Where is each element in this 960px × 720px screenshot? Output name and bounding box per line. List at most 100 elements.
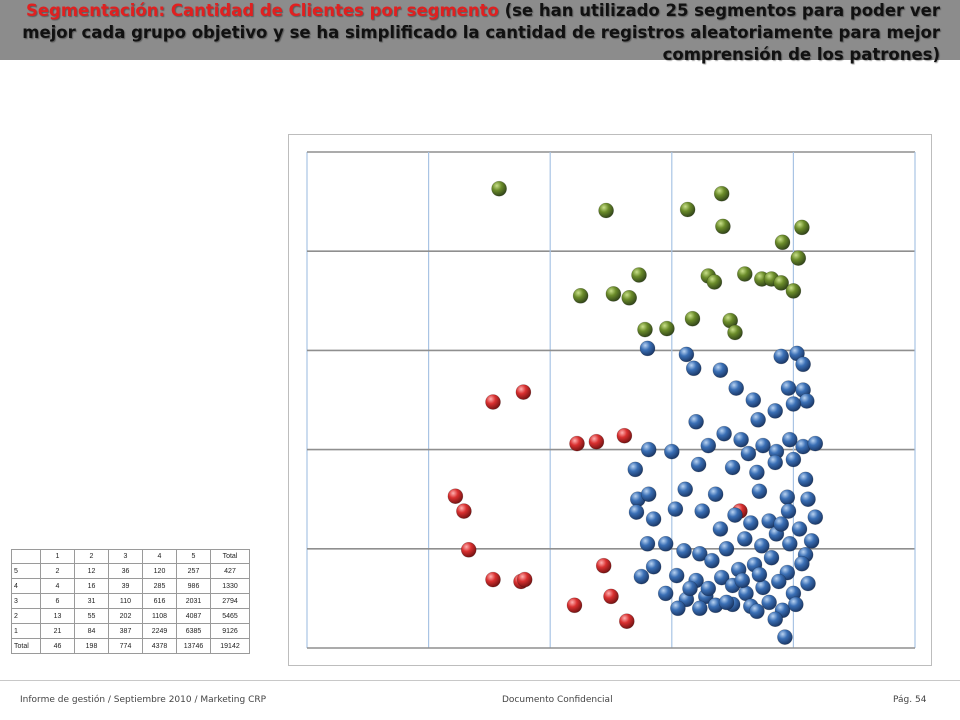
data-point-blue (694, 503, 711, 519)
table-cell: 39 (108, 578, 143, 594)
data-point-blue (645, 558, 662, 575)
table-cell: 110 (108, 593, 143, 609)
data-point-green (794, 219, 810, 236)
footer-divider (0, 680, 960, 681)
table-cell: 31 (74, 593, 109, 609)
data-point-red (588, 433, 605, 450)
table-cell: 4 (40, 578, 75, 594)
data-point-blue (657, 585, 674, 602)
table-cell: Total (210, 549, 250, 564)
data-point-blue (691, 600, 708, 617)
title-band (0, 0, 960, 60)
table-cell: 55 (74, 608, 109, 624)
data-point-blue (779, 489, 796, 506)
data-point-blue (639, 535, 656, 552)
data-point-blue (713, 569, 730, 586)
data-point-red (618, 613, 635, 630)
data-point-blue (633, 568, 650, 585)
data-point-green (491, 180, 507, 197)
data-point-green (637, 321, 653, 338)
data-point-blue (780, 503, 797, 519)
data-point-blue (677, 481, 694, 498)
data-point-blue (785, 451, 802, 468)
data-point-blue (807, 509, 824, 525)
data-point-blue (627, 461, 644, 478)
table-row: 3 6 31 110 616 2031 2794 (11, 593, 250, 609)
data-point-red (515, 384, 532, 400)
data-point-blue (736, 531, 753, 547)
data-point-blue (728, 380, 745, 396)
data-point-blue (787, 596, 804, 613)
data-point-red (603, 588, 619, 605)
table-row: 5 2 12 36 120 257 427 (11, 563, 250, 579)
data-point-blue (734, 572, 751, 589)
data-point-blue (718, 594, 735, 611)
data-point-blue (645, 511, 662, 527)
table-cell: 5 (176, 549, 211, 564)
table-cell: 202 (108, 608, 143, 624)
table-cell: 84 (74, 623, 109, 639)
data-point-blue (773, 348, 790, 365)
data-point-green (679, 201, 696, 218)
data-point-blue (700, 437, 717, 454)
table-cell: 1 (11, 623, 41, 639)
data-point-green (774, 234, 791, 251)
data-point-blue (682, 580, 698, 597)
table-cell: 616 (142, 593, 177, 609)
data-point-blue (745, 392, 762, 408)
table-cell: 4378 (142, 638, 177, 654)
data-point-blue (749, 464, 765, 481)
table-cell: 4 (142, 549, 177, 564)
slide-title-rest: (se han utilizado 25 segmentos para pode… (22, 1, 940, 64)
data-point-blue (691, 545, 708, 562)
table-cell: 13 (40, 608, 75, 624)
data-point-blue (763, 549, 780, 566)
data-point-red (456, 503, 472, 519)
data-point-red (460, 541, 477, 558)
table-cell: 13746 (176, 638, 211, 654)
table-cell: 1 (40, 549, 75, 564)
data-point-blue (640, 486, 657, 503)
data-point-blue (712, 521, 729, 537)
table-cell: 2794 (210, 593, 250, 609)
table-row: Total 46 198 774 4378 13746 19142 (11, 638, 250, 654)
data-point-green (790, 250, 807, 266)
table-cell: 6 (40, 593, 75, 609)
data-point-blue (761, 594, 777, 611)
data-point-green (715, 218, 731, 235)
data-point-blue (767, 454, 784, 471)
data-point-green (713, 185, 730, 202)
scatter-chart (306, 151, 916, 649)
table-cell (11, 549, 41, 564)
data-point-green (605, 286, 622, 302)
data-point-blue (755, 579, 771, 596)
table-cell: 774 (108, 638, 143, 654)
table-cell: 5 (11, 563, 41, 579)
data-point-blue (716, 425, 732, 442)
data-point-blue (727, 507, 743, 523)
data-point-green (706, 274, 723, 290)
data-point-blue (800, 491, 816, 508)
data-point-blue (640, 441, 657, 458)
table-cell: 2031 (176, 593, 211, 609)
data-point-blue (791, 521, 808, 537)
data-point-green (785, 283, 802, 299)
table-cell: 2 (40, 563, 75, 579)
table-cell: 12 (74, 563, 109, 579)
data-point-red (595, 557, 612, 574)
table-row: 2 13 55 202 1108 4087 5465 (11, 608, 250, 624)
data-point-blue (718, 540, 735, 557)
data-point-blue (657, 535, 674, 552)
table-cell: 2249 (142, 623, 177, 639)
footer-center: Documento Confidencial (502, 695, 613, 705)
data-point-blue (800, 575, 816, 592)
data-point-green (631, 267, 647, 283)
data-point-blue (780, 380, 797, 396)
table-cell: 5465 (210, 608, 250, 624)
table-cell: 198 (74, 638, 109, 654)
data-point-blue (707, 486, 724, 503)
data-point-green (572, 288, 589, 304)
data-point-green (659, 320, 675, 337)
data-point-red (566, 597, 583, 614)
table-cell: 387 (108, 623, 143, 639)
